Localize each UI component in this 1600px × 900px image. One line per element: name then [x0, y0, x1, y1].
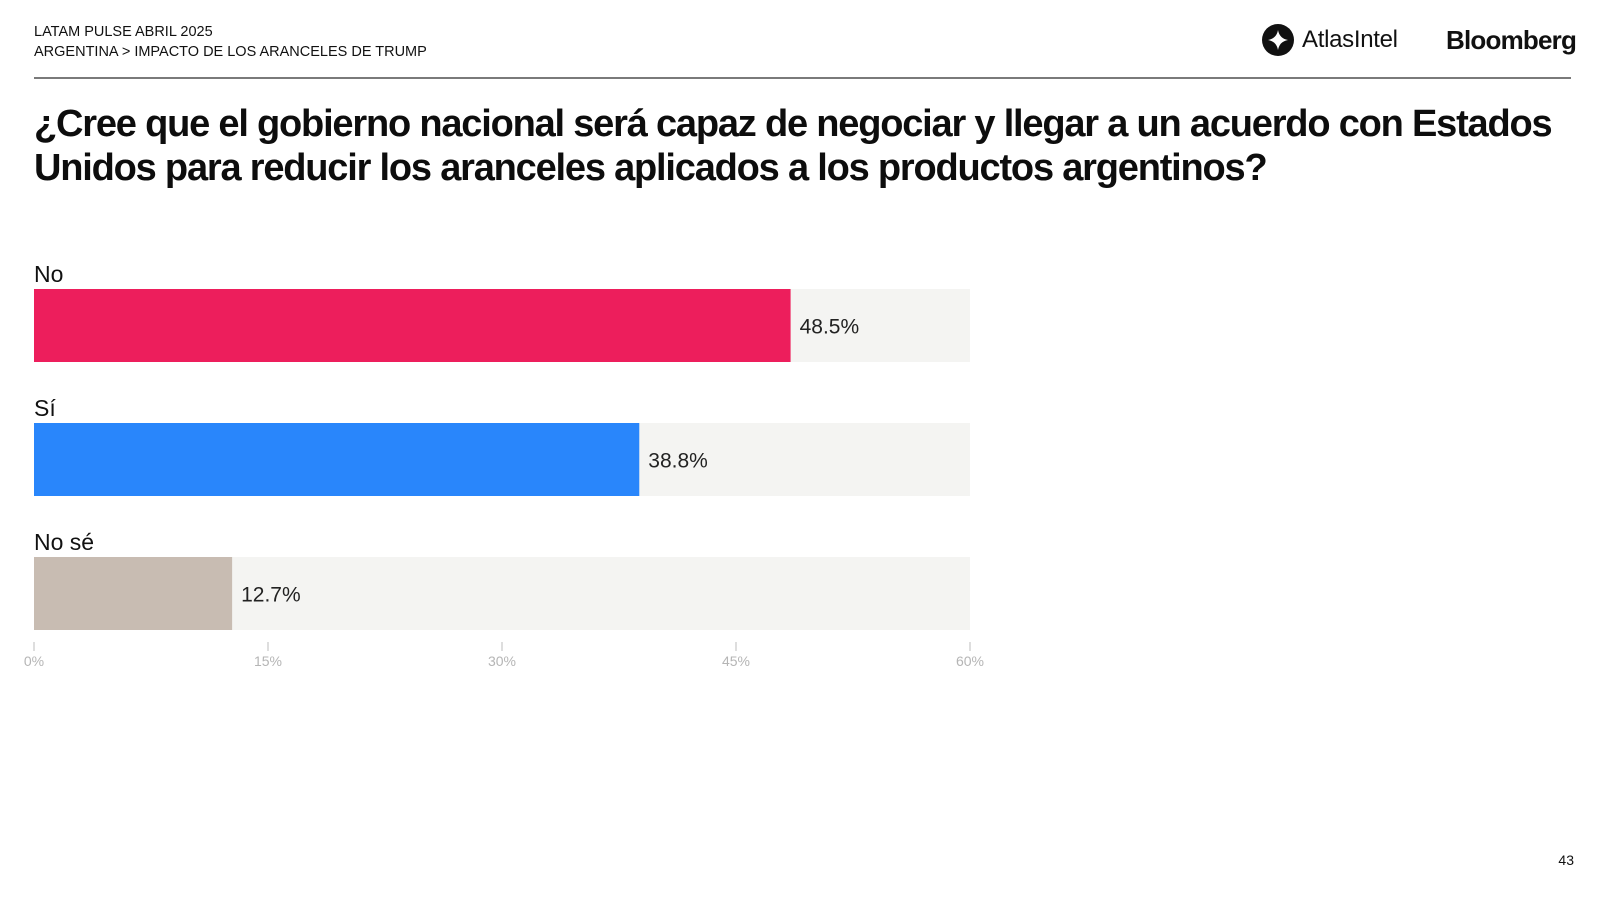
bar: [34, 289, 791, 362]
x-tick-label: 15%: [254, 653, 282, 669]
category-label: No: [34, 261, 63, 287]
bloomberg-logo: Bloomberg: [1446, 24, 1577, 55]
page-number: 43: [1558, 852, 1574, 868]
breadcrumb: ARGENTINA > IMPACTO DE LOS ARANCELES DE …: [34, 44, 427, 60]
value-label: 48.5%: [800, 316, 860, 339]
x-tick-label: 45%: [722, 653, 750, 669]
category-label: Sí: [34, 395, 56, 421]
header-divider: [34, 77, 1571, 79]
category-label: No sé: [34, 529, 94, 555]
report-name: LATAM PULSE ABRIL 2025: [34, 24, 213, 40]
atlasintel-name: AtlasIntel: [1302, 26, 1398, 53]
atlasintel-logo-icon: [1262, 24, 1294, 56]
x-tick-label: 0%: [24, 653, 44, 669]
x-tick-label: 60%: [956, 653, 984, 669]
bar: [34, 557, 233, 630]
bar: [34, 423, 640, 496]
atlasintel-brand: AtlasIntel: [1262, 22, 1398, 58]
x-tick-label: 30%: [488, 653, 516, 669]
value-label: 12.7%: [241, 584, 301, 607]
report-header: LATAM PULSE ABRIL 2025 ARGENTINA > IMPAC…: [34, 22, 427, 62]
value-label: 38.8%: [648, 450, 708, 473]
chart-title: ¿Cree que el gobierno nacional será capa…: [34, 103, 1553, 189]
